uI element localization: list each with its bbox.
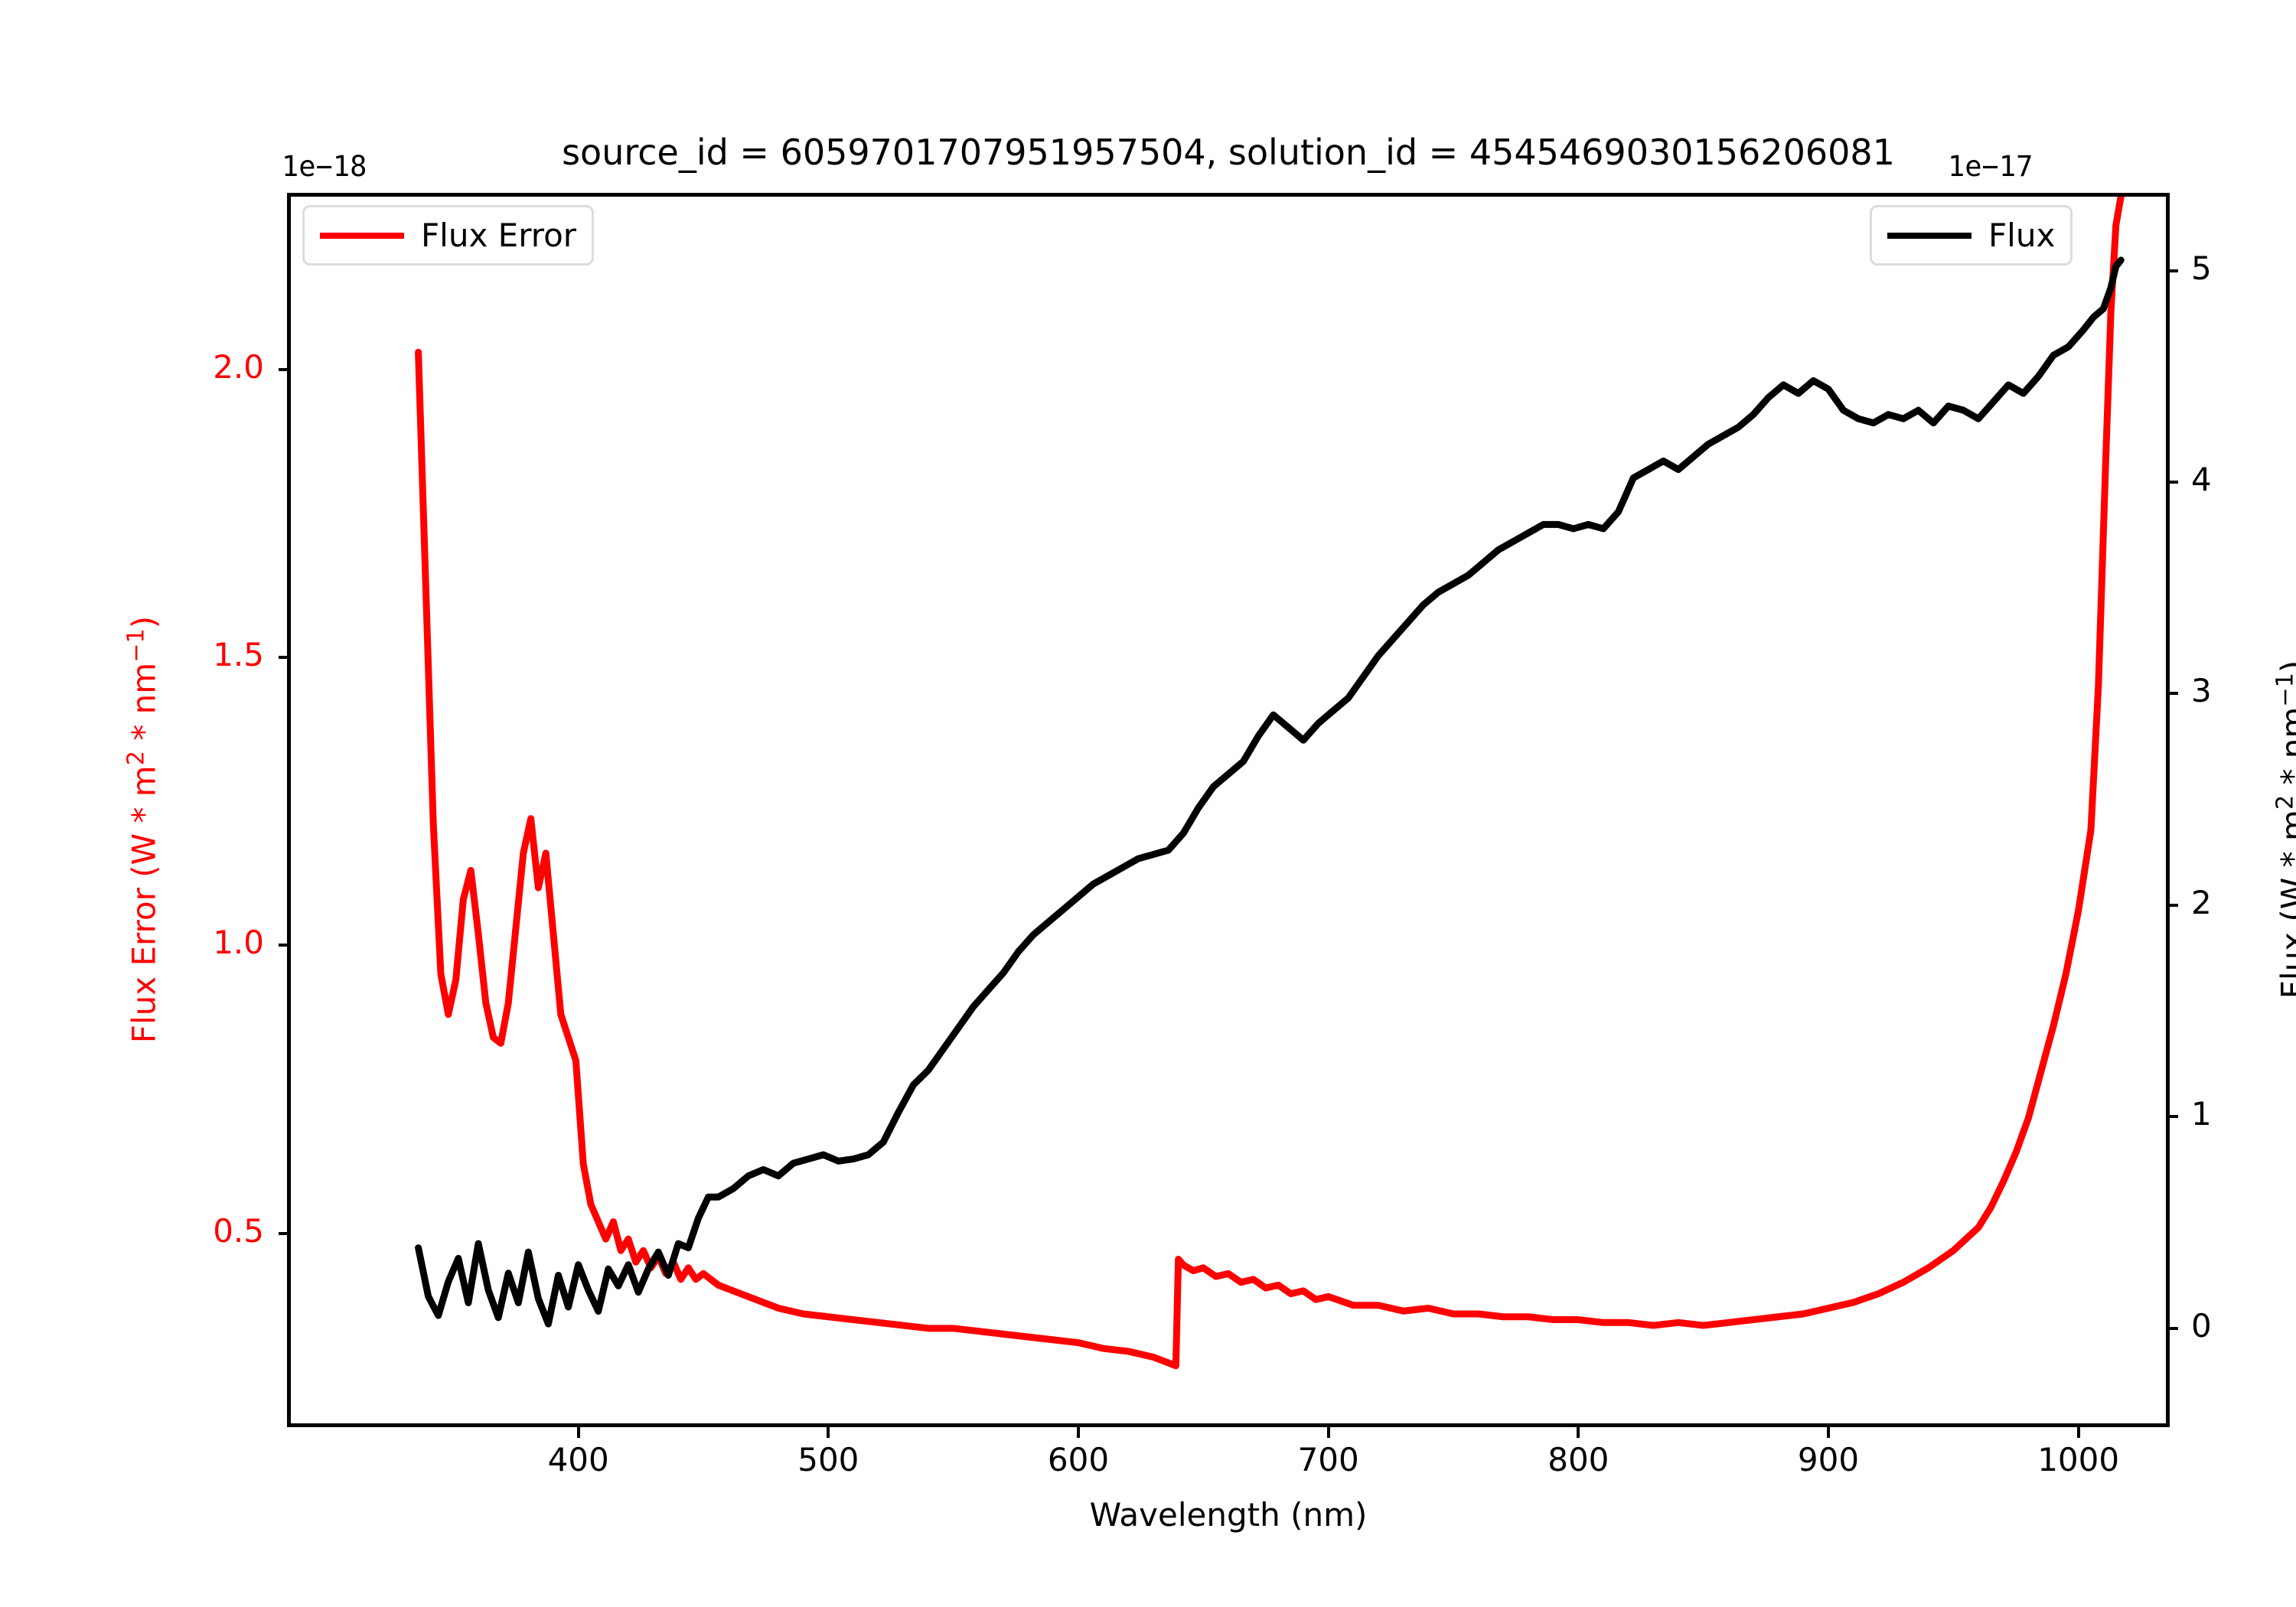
right-axis-offset-label: 1e−17 (1948, 150, 2033, 183)
legend-label-flux-error: Flux Error (421, 217, 577, 254)
right-y-axis-title-mid: * nm (2274, 706, 2296, 785)
x-tick-label-700: 700 (1297, 1441, 1359, 1478)
right-y-tick-label-4: 4 (2191, 461, 2212, 499)
series-line-flux-error (415, 197, 2125, 1370)
right-y-axis-title-sup1: 2 (2272, 794, 2296, 810)
left-y-axis-title: Flux Error (W * m2 * nm−1) (123, 213, 163, 1447)
legend-flux-error[interactable]: Flux Error (302, 205, 595, 266)
x-tick-label-800: 800 (1548, 1441, 1609, 1478)
left-axis-offset-label: 1e−18 (282, 150, 367, 183)
left-y-tick-mark (279, 1231, 291, 1235)
right-y-axis-title-sup2: −1 (2272, 673, 2296, 707)
left-y-tick-mark (279, 656, 291, 660)
right-y-tick-label-1: 1 (2191, 1095, 2212, 1133)
right-y-tick-mark (2166, 692, 2178, 696)
x-tick-mark (827, 1426, 830, 1438)
left-y-tick-label-1: 1.0 (213, 924, 264, 962)
right-y-tick-label-0: 0 (2191, 1306, 2212, 1345)
left-y-tick-label-0.5: 0.5 (213, 1211, 264, 1250)
left-y-axis-title-mid: * nm (125, 662, 163, 751)
left-y-axis-title-sup1: 2 (122, 751, 150, 766)
right-y-tick-mark (2166, 1326, 2178, 1330)
right-y-tick-mark (2166, 269, 2178, 272)
plot-area (287, 193, 2170, 1427)
legend-label-flux: Flux (1988, 217, 2056, 254)
left-y-axis-title-end: ) (125, 615, 163, 629)
right-y-tick-mark (2166, 1115, 2178, 1119)
x-tick-label-1000: 1000 (2037, 1441, 2120, 1478)
x-tick-mark (1827, 1426, 1830, 1438)
x-tick-label-600: 600 (1047, 1441, 1110, 1478)
x-tick-mark (1577, 1426, 1580, 1438)
x-axis-title: Wavelength (nm) (1089, 1496, 1368, 1534)
left-y-axis-title-main: Flux Error (W * m (125, 765, 163, 1044)
x-tick-mark (1077, 1426, 1080, 1438)
left-y-axis-title-sup2: −1 (122, 628, 150, 663)
right-y-tick-label-2: 2 (2191, 883, 2212, 921)
series-line-flux (415, 256, 2125, 1328)
right-y-axis-title-main: Flux (W * m (2274, 810, 2296, 999)
x-tick-label-500: 500 (797, 1441, 859, 1478)
right-y-tick-mark (2166, 481, 2178, 484)
x-tick-mark (576, 1426, 580, 1438)
right-y-tick-mark (2166, 903, 2178, 907)
data-plot-svg (415, 197, 2125, 1370)
right-y-tick-label-3: 3 (2191, 672, 2212, 710)
legend-swatch-flux (1887, 232, 1971, 239)
x-tick-label-400: 400 (547, 1441, 609, 1478)
left-y-tick-label-2: 2.0 (213, 347, 264, 386)
left-y-tick-mark (279, 944, 291, 947)
right-y-axis-title-end: ) (2275, 660, 2296, 673)
x-tick-mark (2076, 1426, 2080, 1438)
chart-title: source_id = 6059701707951957504, solutio… (562, 132, 1895, 173)
x-tick-label-900: 900 (1797, 1441, 1860, 1478)
x-tick-mark (1326, 1426, 1330, 1438)
left-y-tick-label-1.5: 1.5 (213, 636, 264, 674)
legend-swatch-flux-error (320, 232, 404, 239)
right-y-axis-title: Flux (W * m2 * nm−1) (2272, 213, 2296, 1447)
legend-flux[interactable]: Flux (1870, 205, 2073, 266)
left-y-tick-mark (279, 367, 291, 371)
right-y-tick-label-5: 5 (2191, 249, 2212, 287)
